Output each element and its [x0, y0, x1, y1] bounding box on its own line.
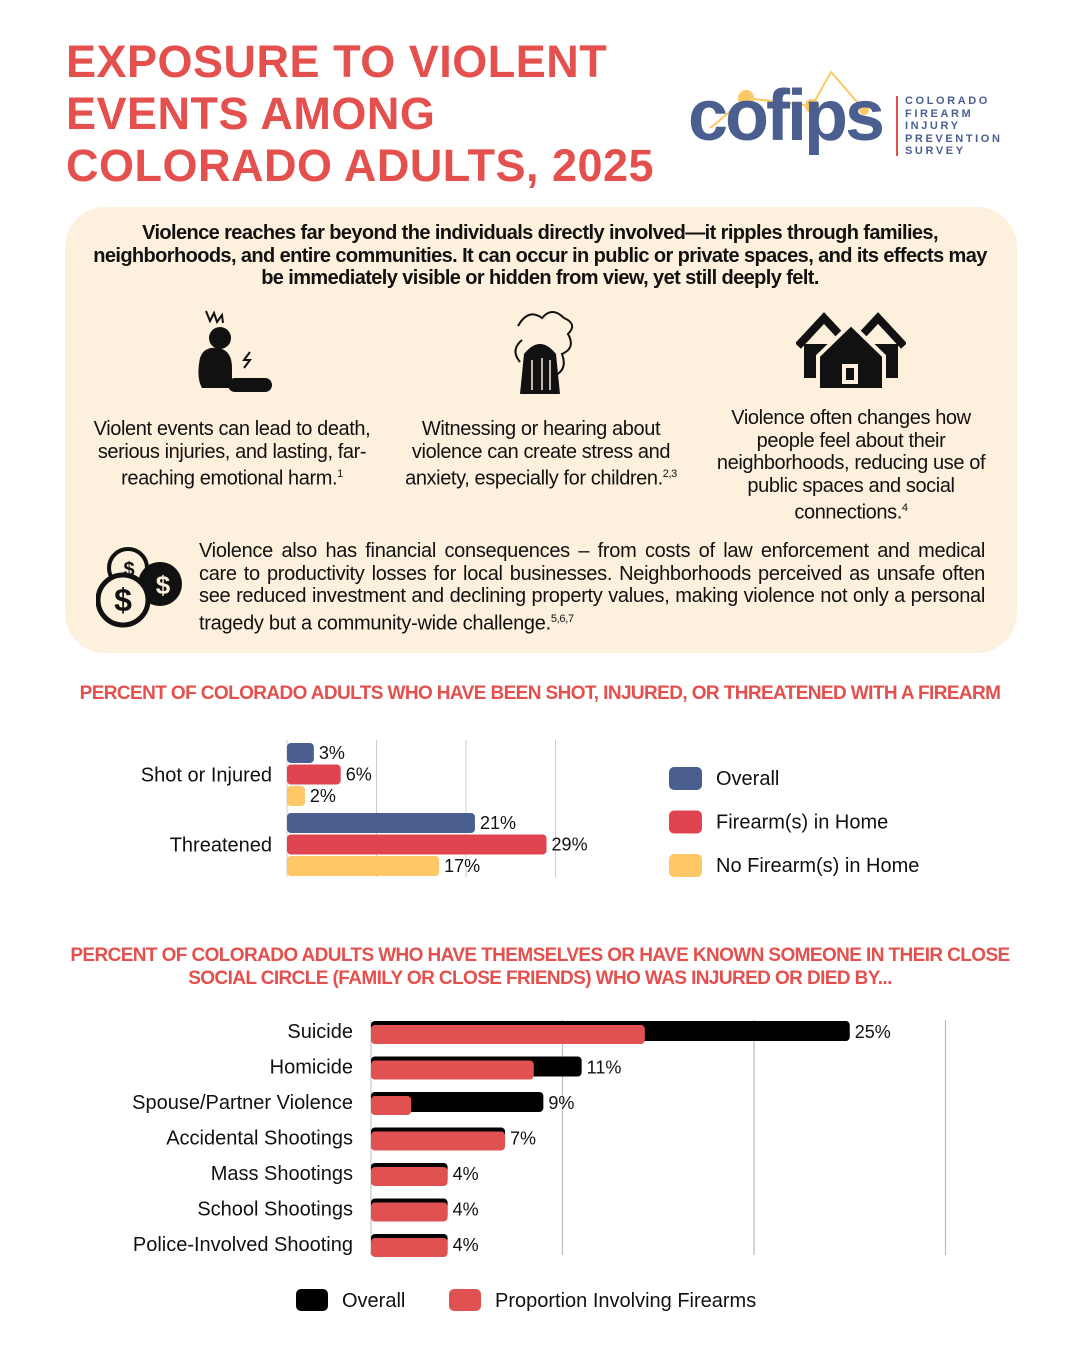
category-label: School Shootings — [197, 1199, 353, 1221]
category-label: Threatened — [170, 834, 272, 856]
data-label: 4% — [453, 1200, 479, 1220]
anxious-person-icon — [514, 311, 574, 394]
legend-swatch — [449, 1289, 481, 1311]
impact-column-neighborhoods: Violence often changes how people feel a… — [716, 407, 986, 524]
data-label: 4% — [453, 1164, 479, 1184]
title-line: COLORADO ADULTS, 2025 — [66, 140, 655, 191]
bar-firearms — [371, 1096, 412, 1115]
category-label: Accidental Shootings — [166, 1128, 353, 1150]
bar-firearms — [371, 1025, 645, 1044]
legend-label: Proportion Involving Firearms — [495, 1290, 756, 1312]
svg-text:$: $ — [156, 570, 171, 600]
bar-overall — [287, 813, 475, 833]
cofips-logo: cofips COLORADO FIREARM INJURY PREVENTIO… — [688, 68, 1018, 173]
data-label: 25% — [855, 1022, 891, 1042]
data-label: 7% — [510, 1129, 536, 1149]
chart2-social-circle-injury: Suicide 25% Homicide 11% Spouse/Partner Viol… — [132, 1020, 947, 1312]
data-label: 6% — [346, 765, 372, 785]
financial-text: Violence also has financial consequences… — [199, 540, 985, 635]
category-label: Shot or Injured — [141, 764, 272, 786]
title-line: EVENTS AMONG — [66, 88, 436, 139]
data-label: 3% — [319, 743, 345, 763]
bar-firearms — [371, 1238, 448, 1257]
bar-firearms — [371, 1167, 448, 1186]
legend-swatch — [669, 767, 702, 790]
data-label: 2% — [310, 786, 336, 806]
dollar-coins-icon: $ $ $ — [96, 547, 182, 628]
svg-text:$: $ — [114, 582, 132, 618]
category-label: Spouse/Partner Violence — [132, 1092, 353, 1114]
bar-firearms — [371, 1202, 448, 1222]
category-label: Homicide — [270, 1057, 353, 1079]
impact-column-harm: Violent events can lead to death, seriou… — [93, 418, 371, 490]
bar-firearms — [371, 1060, 534, 1080]
legend-swatch — [669, 810, 702, 834]
impact-column-stress: Witnessing or hearing about violence can… — [405, 418, 677, 490]
data-label: 9% — [548, 1093, 574, 1113]
category-label: Mass Shootings — [211, 1163, 353, 1185]
injured-person-icon — [198, 310, 272, 392]
title-line: EXPOSURE TO VIOLENT — [66, 36, 608, 87]
logo-subtitle: COLORADO FIREARM INJURY PREVENTION SURVE… — [905, 95, 1003, 157]
page-title: EXPOSURE TO VIOLENT EVENTS AMONG COLORAD… — [66, 36, 666, 192]
chart2-title: PERCENT OF COLORADO ADULTS WHO HAVE THEM… — [70, 945, 1010, 989]
legend-label: No Firearm(s) in Home — [716, 855, 919, 877]
data-label: 29% — [552, 835, 588, 855]
chart1-title: PERCENT OF COLORADO ADULTS WHO HAVE BEEN… — [79, 683, 1001, 704]
logo-dots-icon — [708, 70, 869, 128]
bar-firearm-s-in-home — [287, 834, 547, 855]
category-label: Police-Involved Shooting — [133, 1234, 353, 1256]
logo-wordmark: cofips — [688, 76, 885, 156]
bar-firearms — [371, 1131, 506, 1151]
category-label: Suicide — [287, 1021, 353, 1043]
data-label: 21% — [480, 813, 516, 833]
bar-firearm-s-in-home — [287, 764, 341, 785]
bar-no-firearm-s-in-home — [287, 856, 440, 876]
data-label: 17% — [444, 856, 480, 876]
legend-label: Overall — [716, 768, 779, 790]
data-label: 4% — [453, 1235, 479, 1255]
bar-no-firearm-s-in-home — [287, 786, 305, 806]
intro-text: Violence reaches far beyond the individu… — [93, 222, 987, 289]
svg-text:$: $ — [123, 559, 134, 581]
context-panel — [65, 207, 1017, 653]
bar-overall — [371, 1092, 544, 1112]
data-label: 11% — [587, 1058, 622, 1078]
logo-divider — [896, 96, 898, 156]
legend-swatch — [296, 1289, 328, 1311]
houses-icon — [796, 312, 906, 392]
chart1-firearm-exposure: Shot or Injured 3%6% 2% Threatened 21% 29% 17%… — [141, 740, 919, 877]
legend-label: Overall — [342, 1290, 405, 1312]
bar-overall — [287, 743, 314, 763]
legend-swatch — [669, 854, 702, 877]
legend-label: Firearm(s) in Home — [716, 812, 888, 834]
